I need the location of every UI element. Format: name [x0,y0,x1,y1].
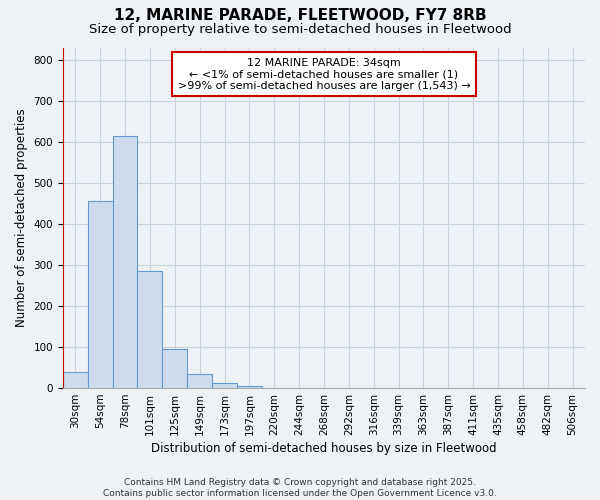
Bar [63,372,88,388]
Text: Contains HM Land Registry data © Crown copyright and database right 2025.
Contai: Contains HM Land Registry data © Crown c… [103,478,497,498]
Text: 12, MARINE PARADE, FLEETWOOD, FY7 8RB: 12, MARINE PARADE, FLEETWOOD, FY7 8RB [113,8,487,22]
Bar [237,386,262,388]
Text: 12 MARINE PARADE: 34sqm
← <1% of semi-detached houses are smaller (1)
>99% of se: 12 MARINE PARADE: 34sqm ← <1% of semi-de… [178,58,470,91]
X-axis label: Distribution of semi-detached houses by size in Fleetwood: Distribution of semi-detached houses by … [151,442,497,455]
Bar [212,382,237,388]
Text: Size of property relative to semi-detached houses in Fleetwood: Size of property relative to semi-detach… [89,22,511,36]
Bar [163,349,187,388]
Bar [113,136,137,388]
Bar [88,202,113,388]
Bar [187,374,212,388]
Bar [137,271,163,388]
Y-axis label: Number of semi-detached properties: Number of semi-detached properties [15,108,28,327]
